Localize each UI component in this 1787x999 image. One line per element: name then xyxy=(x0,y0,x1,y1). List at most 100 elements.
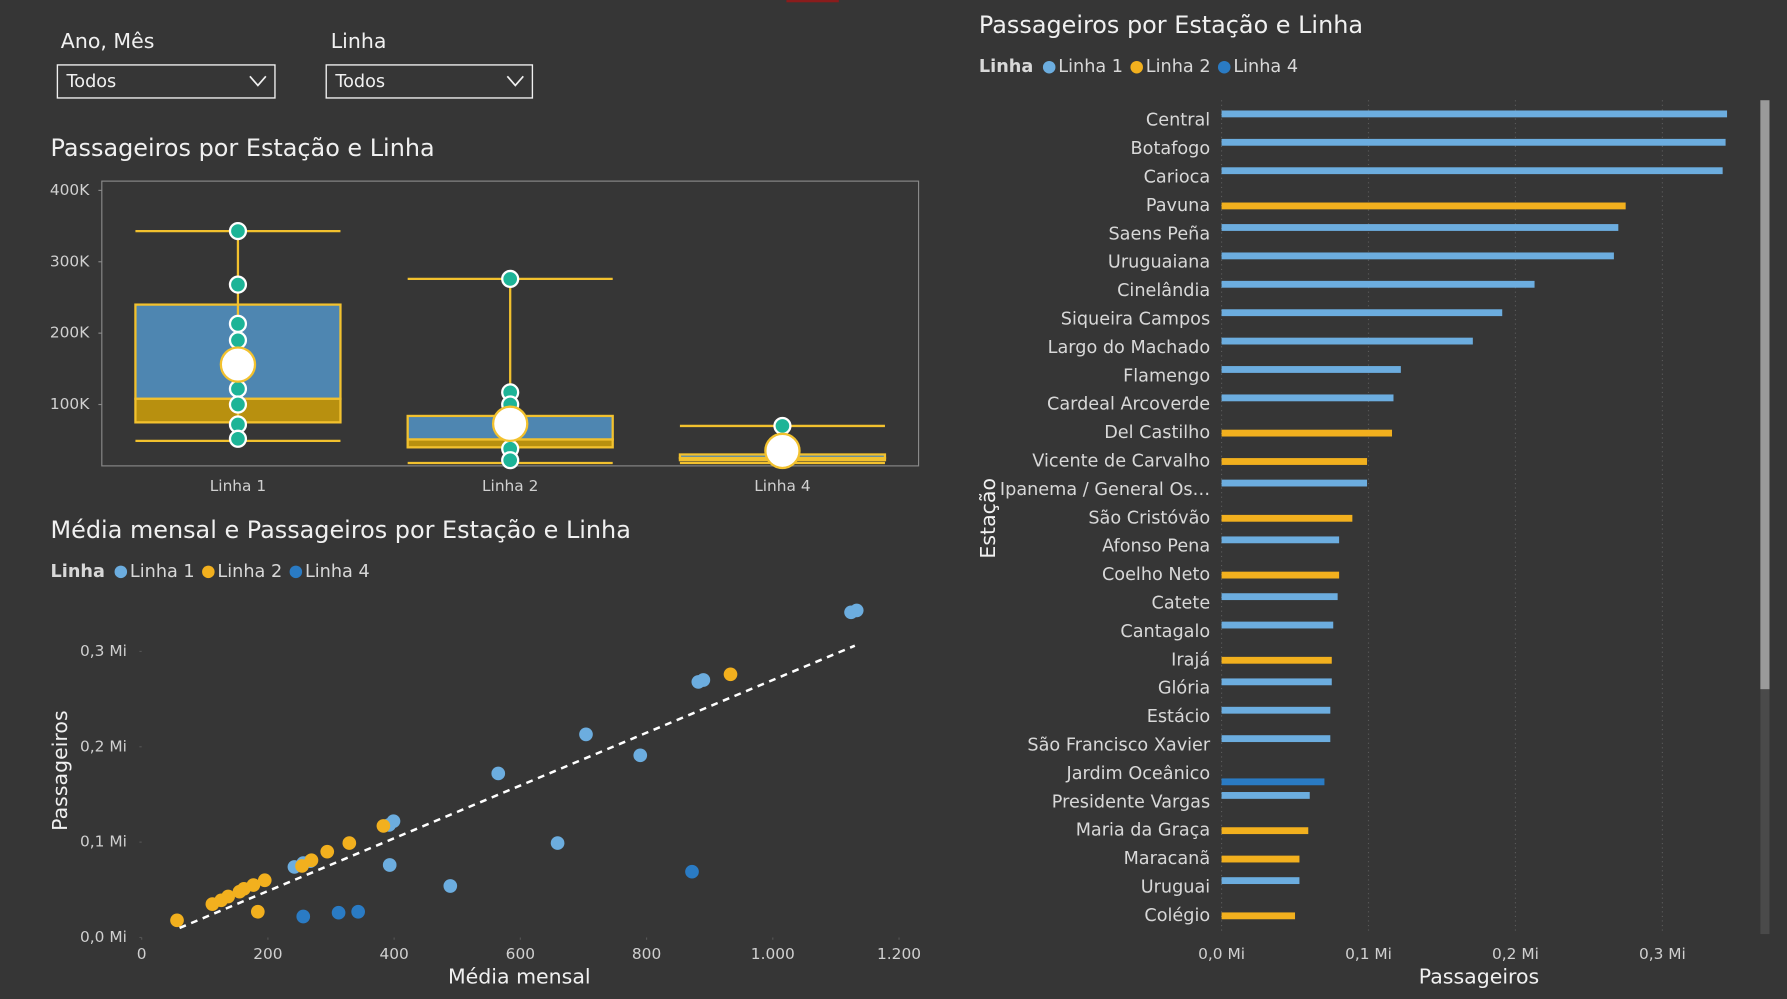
bar xyxy=(1221,827,1309,835)
scatter-point xyxy=(170,913,184,928)
data-point xyxy=(228,275,248,294)
bar xyxy=(1221,280,1535,288)
x-tick-label: 0,1 Mi xyxy=(1345,945,1392,963)
category-label: Maracanã xyxy=(1124,849,1211,869)
mean-marker xyxy=(491,405,529,443)
x-tick-label: Linha 1 xyxy=(210,477,266,495)
x-tick-label: 400 xyxy=(379,945,408,963)
scatter-point xyxy=(443,879,458,893)
scatter-point xyxy=(351,904,365,919)
category-label: Coelho Neto xyxy=(1102,565,1210,585)
category-label: Cinelândia xyxy=(1117,281,1210,301)
legend-marker xyxy=(1217,60,1231,74)
filter-value[interactable]: Todos xyxy=(66,72,117,92)
data-point xyxy=(228,429,248,448)
mean-marker xyxy=(764,432,801,470)
legend-marker xyxy=(114,565,128,579)
bar xyxy=(1221,792,1310,799)
bar xyxy=(1221,309,1503,317)
y-tick-label: 0,0 Mi xyxy=(80,928,127,946)
legend-marker xyxy=(1130,60,1143,74)
bar xyxy=(1221,855,1300,863)
category-label: Uruguaiana xyxy=(1108,253,1210,273)
scatter-point xyxy=(342,836,357,850)
bar xyxy=(1221,912,1296,920)
scatter-point xyxy=(376,819,391,833)
scrollbar-thumb[interactable] xyxy=(1760,100,1770,690)
legend-marker xyxy=(289,565,303,579)
dropdown-chevron[interactable] xyxy=(506,75,524,87)
bar xyxy=(1221,571,1340,579)
bar xyxy=(1221,429,1393,437)
scatter-point xyxy=(844,605,858,620)
y-tick-label: 0,1 Mi xyxy=(80,833,127,851)
bar xyxy=(1221,224,1619,231)
bar xyxy=(1221,167,1723,175)
scatter-point xyxy=(320,844,335,859)
x-tick-label: 800 xyxy=(632,945,661,963)
x-tick-label: 0 xyxy=(137,945,147,963)
filter-label: Ano, Mês xyxy=(61,29,155,53)
bar xyxy=(1221,706,1331,714)
x-axis-title: Passageiros xyxy=(1419,964,1539,988)
category-label: Largo do Machado xyxy=(1048,338,1211,358)
bar xyxy=(1221,678,1332,686)
data-point xyxy=(228,331,248,350)
category-label: Cardeal Arcoverde xyxy=(1047,395,1210,415)
y-axis-title: Passageiros xyxy=(48,710,72,830)
legend-label: Linha 2 xyxy=(217,562,282,582)
filter-dropdown[interactable] xyxy=(325,64,534,99)
y-tick-label: 200K xyxy=(50,324,90,342)
category-label: Jardim Oceânico xyxy=(1066,764,1211,784)
category-label: Del Castilho xyxy=(1104,423,1210,443)
legend-marker xyxy=(202,565,215,579)
data-point xyxy=(228,314,248,333)
category-label: Central xyxy=(1146,111,1210,131)
category-label: São Cristóvão xyxy=(1088,508,1210,528)
scatter-point xyxy=(685,864,699,879)
data-point xyxy=(773,416,792,436)
scatter-point xyxy=(723,667,738,682)
data-point xyxy=(228,379,248,398)
scatter-point xyxy=(250,904,265,919)
scatter-point xyxy=(691,675,706,689)
y-axis-title: Estação xyxy=(976,478,1000,559)
category-label: Carioca xyxy=(1144,168,1211,188)
category-label: Irajá xyxy=(1171,650,1210,670)
y-tick-label: 0,3 Mi xyxy=(80,642,127,660)
scatter-point xyxy=(331,905,346,920)
filter-dropdown[interactable] xyxy=(56,64,276,99)
scatter-point xyxy=(633,748,648,763)
bar xyxy=(1221,656,1332,664)
category-label: Botafogo xyxy=(1131,139,1211,159)
bar xyxy=(1221,536,1340,544)
legend-label: Linha 2 xyxy=(1146,57,1211,77)
filter-label: Linha xyxy=(331,29,387,53)
category-label: Afonso Pena xyxy=(1102,537,1210,557)
category-label: Uruguai xyxy=(1141,877,1210,897)
category-label: Maria da Graça xyxy=(1076,821,1210,841)
x-tick-label: 0,0 Mi xyxy=(1198,945,1245,963)
bar xyxy=(1221,337,1473,345)
bar xyxy=(1221,110,1728,118)
category-label: Catete xyxy=(1152,593,1211,613)
x-tick-label: 0,2 Mi xyxy=(1492,945,1539,963)
filter-value[interactable]: Todos xyxy=(334,72,385,92)
y-tick-label: 400K xyxy=(50,181,90,199)
x-axis-title: Média mensal xyxy=(448,964,591,988)
category-label: Glória xyxy=(1158,679,1210,699)
category-label: Saens Peña xyxy=(1108,224,1210,244)
dropdown-chevron[interactable] xyxy=(249,75,267,87)
y-tick-label: 300K xyxy=(50,252,90,270)
legend-label: Linha 4 xyxy=(1233,57,1298,77)
bar xyxy=(1221,138,1726,146)
legend-title: Linha xyxy=(51,562,105,582)
scatter-point xyxy=(296,909,311,924)
x-tick-label: 600 xyxy=(506,945,535,963)
scatter-point xyxy=(550,836,565,850)
bar xyxy=(1221,394,1394,402)
trend-line xyxy=(179,644,856,930)
data-point xyxy=(501,269,520,289)
